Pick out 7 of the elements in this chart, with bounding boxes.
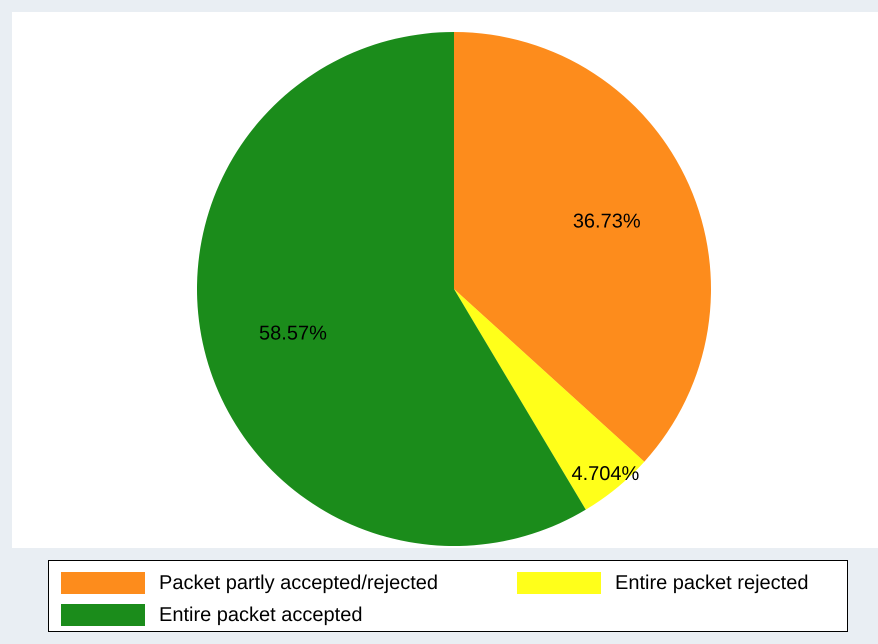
legend-label: Entire packet rejected xyxy=(615,572,808,594)
legend-label: Packet partly accepted/rejected xyxy=(159,572,438,594)
legend-label: Entire packet accepted xyxy=(159,604,362,626)
pie-slice xyxy=(454,32,711,462)
data-label: 58.57% xyxy=(259,322,328,344)
pie-slice xyxy=(454,289,644,510)
data-label: 36.73% xyxy=(572,210,641,232)
